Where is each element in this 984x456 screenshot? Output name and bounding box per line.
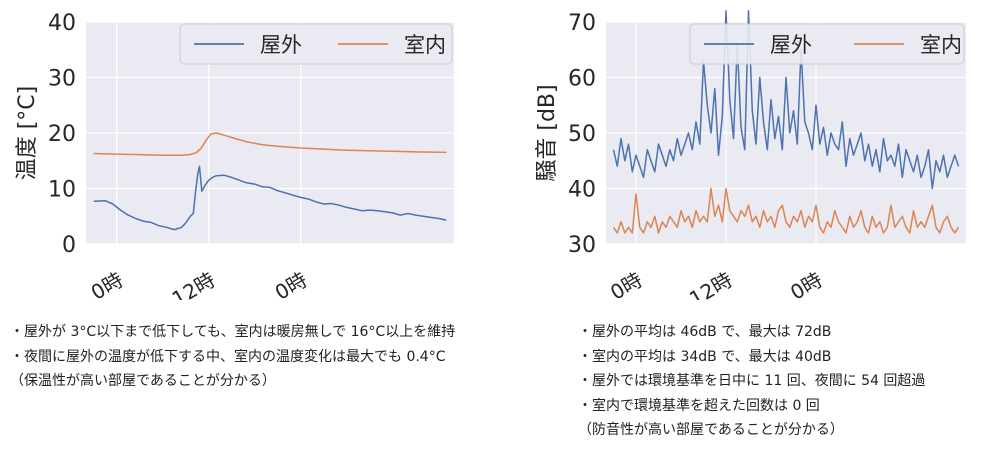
note-line: ・屋外が 3°C以下まで低下しても、室内は暖房無しで 16°C以上を維持 xyxy=(10,324,456,340)
temperature-notes: ・屋外が 3°C以下まで低下しても、室内は暖房無しで 16°C以上を維持 ・夜間… xyxy=(10,320,455,394)
y-tick-label: 40 xyxy=(568,178,596,203)
legend-label-outdoor: 屋外 xyxy=(260,33,302,57)
legend: 屋外 室内 xyxy=(179,23,453,65)
note-line: ・室内で環境基準を超えた回数は 0 回 xyxy=(578,397,820,414)
series-line-outdoor xyxy=(612,10,960,190)
note-line: ・室内の平均は 34dB で、最大は 40dB xyxy=(578,348,832,365)
y-tick-label: 30 xyxy=(568,233,596,258)
y-tick-label: 20 xyxy=(48,122,76,147)
legend-label-indoor: 室内 xyxy=(404,33,446,57)
x-tick-label: 12時 xyxy=(685,268,736,300)
noise-notes: ・屋外の平均は 46dB で、最大は 72dB ・室内の平均は 34dB で、最… xyxy=(578,320,925,443)
legend-box xyxy=(689,23,965,65)
temperature-chart: 0 10 20 30 40 0時 12時 0時 温度 [°C] 屋外 室内 xyxy=(15,11,454,300)
note-line: （防音性が高い部屋であることが分かる） xyxy=(578,422,844,438)
legend-label-indoor: 室内 xyxy=(920,33,962,57)
series-line-indoor xyxy=(93,132,447,156)
note-line: ・屋外の平均は 46dB で、最大は 72dB xyxy=(578,324,832,340)
y-tick-label: 70 xyxy=(568,11,596,36)
note-line: （保温性が高い部屋であることが分かる） xyxy=(10,373,276,389)
y-tick-label: 60 xyxy=(568,67,596,92)
y-tick-label: 0 xyxy=(62,233,76,258)
note-line: ・屋外では環境基準を日中に 11 回、夜間に 54 回超過 xyxy=(578,373,926,389)
series-line-outdoor xyxy=(93,165,447,231)
note-line: ・夜間に屋外の温度が低下する中、室内の温度変化は最大でも 0.4°C xyxy=(10,348,446,365)
x-tick-label: 0時 xyxy=(606,268,646,300)
legend: 屋外 室内 xyxy=(689,23,965,65)
series-line-indoor xyxy=(612,187,960,234)
x-tick-label: 0時 xyxy=(271,268,311,300)
noise-chart: 30 40 50 60 70 0時 12時 0時 騒音 [dB] 屋外 室内 xyxy=(535,10,966,300)
legend-box xyxy=(179,23,453,65)
x-tick-label: 0時 xyxy=(87,268,127,300)
x-tick-label: 12時 xyxy=(168,268,219,300)
y-axis-label: 温度 [°C] xyxy=(15,86,40,181)
x-tick-label: 0時 xyxy=(786,268,826,300)
y-tick-label: 40 xyxy=(48,11,76,36)
y-axis-label: 騒音 [dB] xyxy=(535,84,560,181)
legend-label-outdoor: 屋外 xyxy=(770,33,812,57)
y-tick-label: 50 xyxy=(568,122,596,147)
y-tick-label: 10 xyxy=(48,178,76,203)
y-tick-label: 30 xyxy=(48,67,76,92)
